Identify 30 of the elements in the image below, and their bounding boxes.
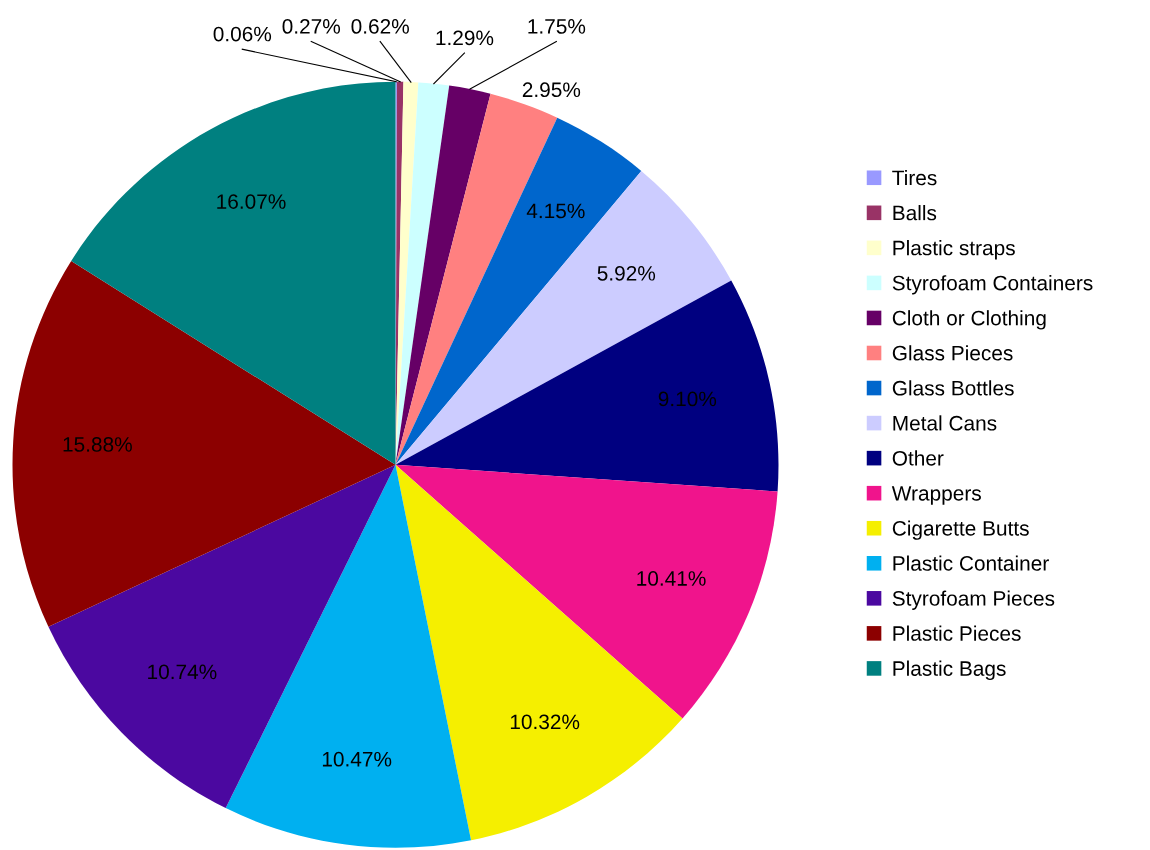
legend-label: Plastic Container xyxy=(893,555,1049,571)
data-label: 0.62% xyxy=(351,19,409,34)
data-label: 1.75% xyxy=(528,19,586,34)
legend-label: Plastic Bags xyxy=(893,660,1006,681)
legend-label: Glass Pieces xyxy=(892,345,1013,361)
legend-label: Other xyxy=(892,450,944,466)
legend-label: Styrofoam Containers xyxy=(892,275,1093,295)
legend-label: Metal Cans xyxy=(893,415,997,431)
data-label: 15.88% xyxy=(63,437,132,452)
data-label: 4.15% xyxy=(526,203,585,219)
data-label: 1.29% xyxy=(436,30,494,46)
data-label: 10.41% xyxy=(637,571,706,586)
data-label: 9.10% xyxy=(658,391,717,407)
legend-label: Wrappers xyxy=(891,486,981,505)
legend-label: Balls xyxy=(893,205,937,221)
legend-label: Plastic Pieces xyxy=(893,625,1021,641)
data-label: 0.06% xyxy=(213,26,272,42)
data-label: 10.47% xyxy=(322,751,392,767)
legend-label: Plastic straps xyxy=(893,240,1015,260)
data-label: 16.07% xyxy=(217,194,286,209)
legend-label: Cloth or Clothing xyxy=(892,310,1046,330)
data-label: 5.92% xyxy=(597,265,656,281)
data-label: 0.27% xyxy=(282,19,341,34)
data-label: 10.32% xyxy=(510,714,580,730)
data-label: 10.74% xyxy=(148,664,217,680)
legend-label: Styrofoam Pieces xyxy=(892,590,1055,610)
legend-label: Glass Bottles xyxy=(892,380,1014,396)
legend-label: Cigarette Butts xyxy=(892,520,1029,540)
legend-label: Tires xyxy=(892,169,937,186)
data-label: 2.95% xyxy=(522,82,581,98)
